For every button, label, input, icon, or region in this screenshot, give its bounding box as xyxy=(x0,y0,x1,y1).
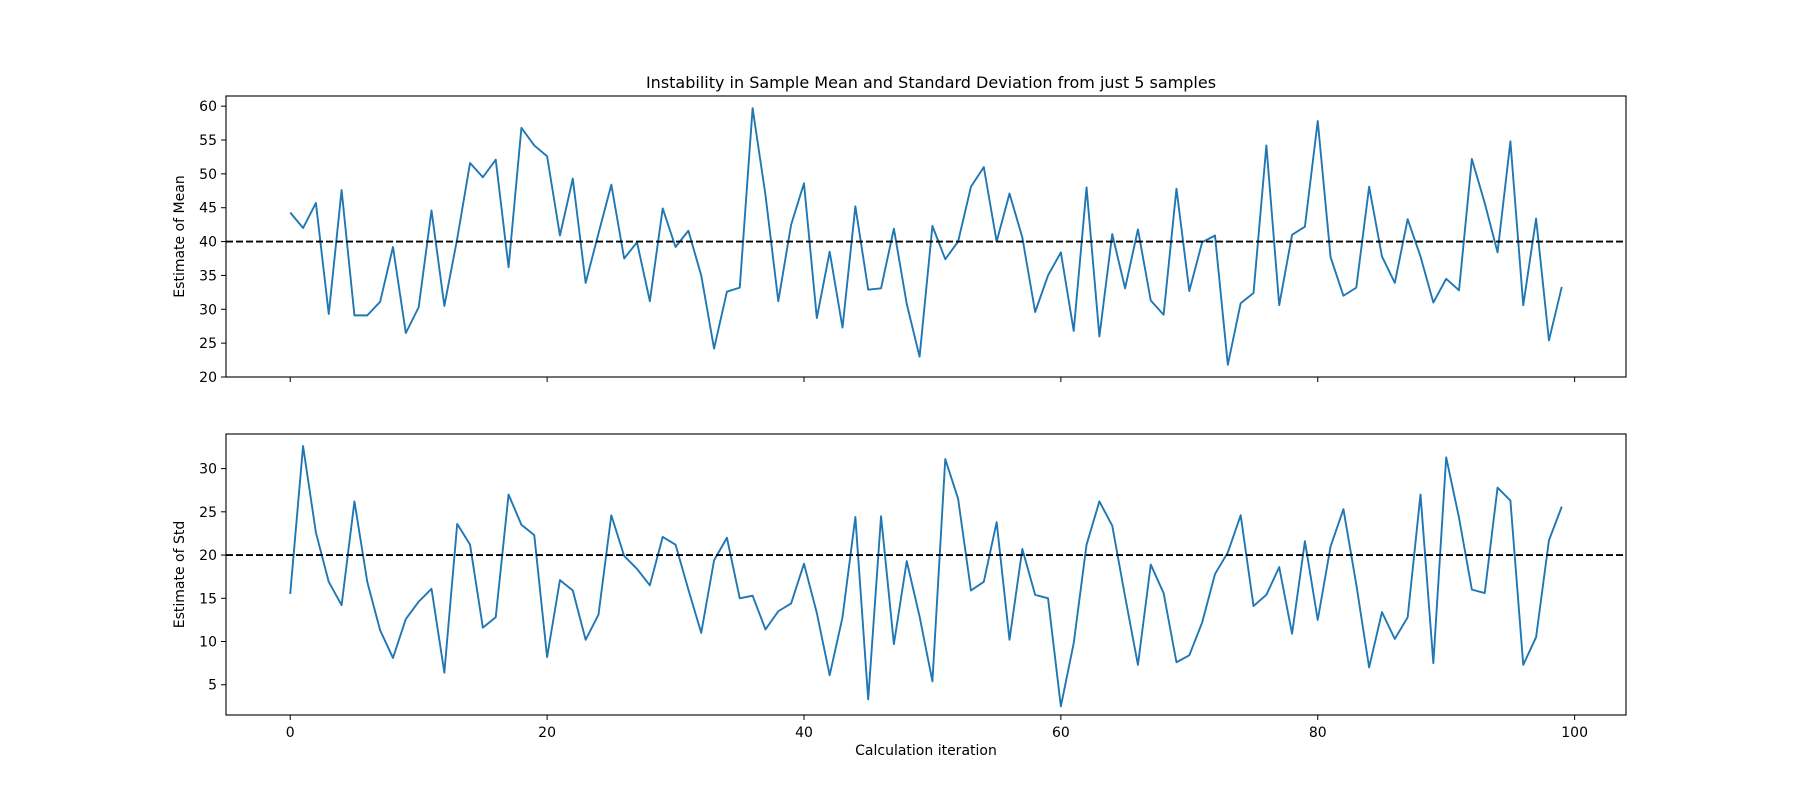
mean-panel: 20 25 30 35 40 45 50 55 60 Estimate of Mean xyxy=(172,95,1627,386)
y-tick-label: 50 xyxy=(199,167,217,183)
y-tick-label: 25 xyxy=(199,336,217,352)
y-axis-label: Estimate of Std xyxy=(172,521,188,629)
x-tick-label: 20 xyxy=(538,725,556,741)
x-tick-label: 60 xyxy=(1052,725,1070,741)
y-tick-label: 5 xyxy=(208,678,217,694)
y-tick-label: 20 xyxy=(199,548,217,564)
x-tick-label: 40 xyxy=(795,725,813,741)
chart-title: Instability in Sample Mean and Standard … xyxy=(646,73,1216,92)
y-tick-label: 35 xyxy=(199,268,217,284)
data-series-line xyxy=(289,107,1563,366)
plot-frame xyxy=(225,95,1627,378)
y-tick-label: 30 xyxy=(199,302,217,318)
y-tick-label: 20 xyxy=(199,370,217,386)
x-tick-label: 100 xyxy=(1561,725,1588,741)
y-axis-label: Estimate of Mean xyxy=(172,175,188,297)
y-tick-label: 25 xyxy=(199,505,217,521)
y-tick-label: 40 xyxy=(199,235,217,251)
x-axis-label: Calculation iteration xyxy=(855,743,997,759)
x-tick-label: 0 xyxy=(286,725,295,741)
plot-frame xyxy=(225,433,1627,716)
y-tick-label: 60 xyxy=(199,99,217,115)
y-tick-label: 10 xyxy=(199,635,217,651)
y-tick-label: 55 xyxy=(199,133,217,149)
x-tick-label: 80 xyxy=(1309,725,1327,741)
y-tick-label: 15 xyxy=(199,591,217,607)
y-tick-label: 30 xyxy=(199,462,217,478)
std-panel: 5 10 15 20 25 30 0 20 40 60 80 100 Estimate of Std Ca… xyxy=(172,433,1627,759)
y-tick-label: 45 xyxy=(199,201,217,217)
